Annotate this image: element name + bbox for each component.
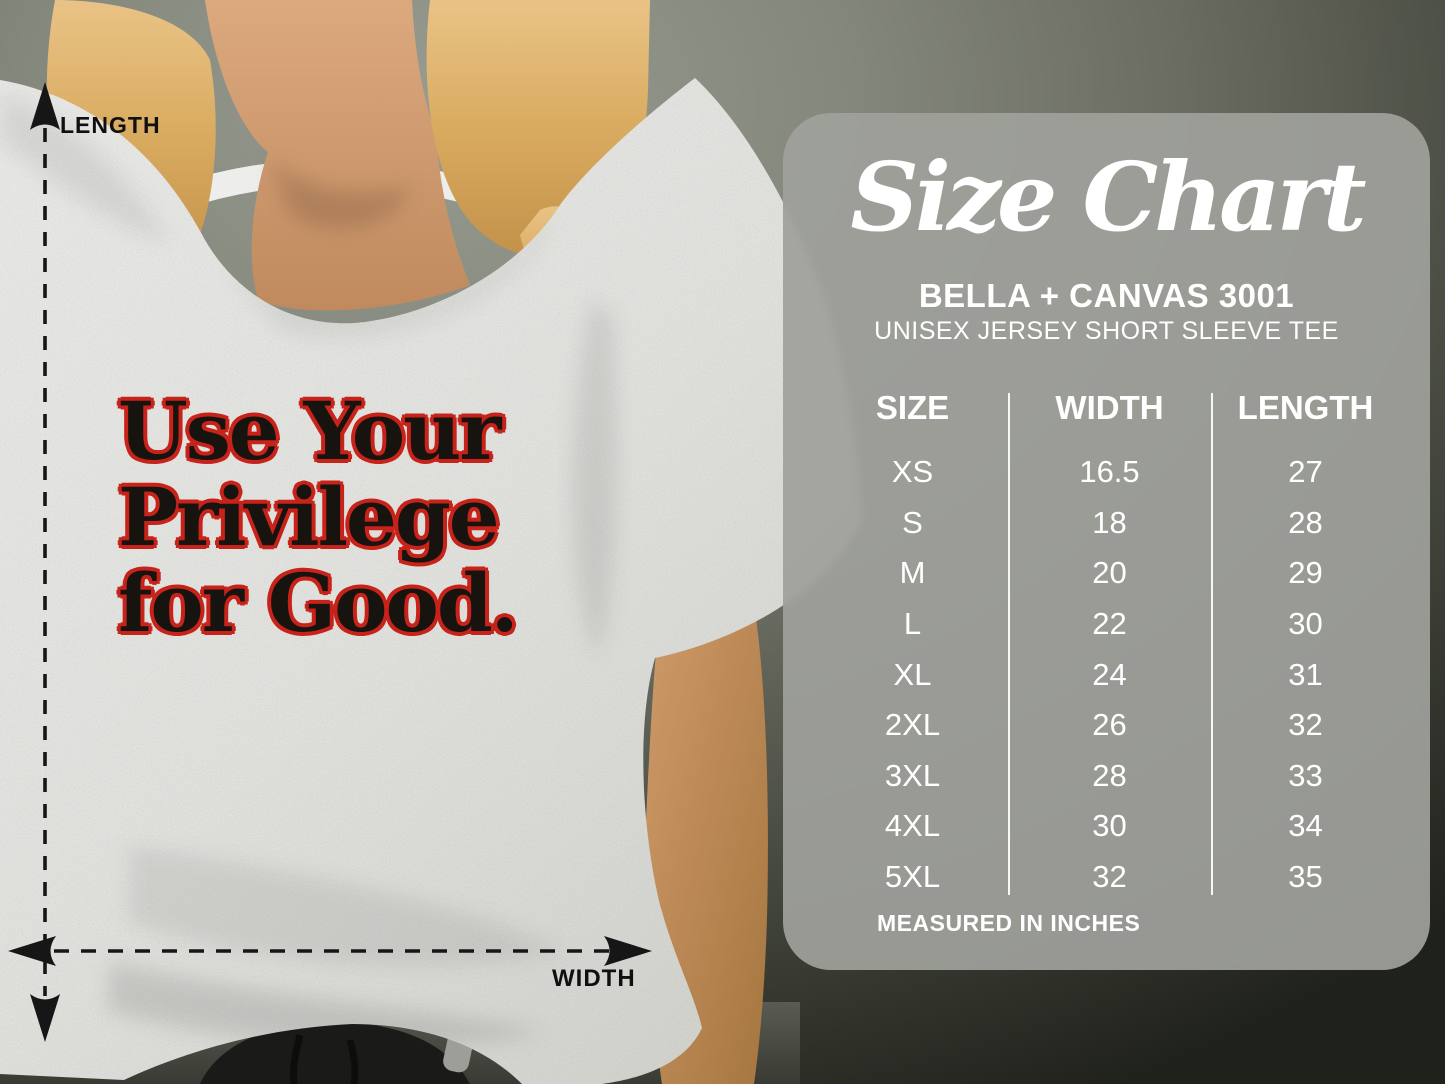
shirt-graphic: Use Your Privilege for Good. [118, 388, 598, 646]
cell-width: 26 [1092, 707, 1127, 743]
table-row: 4XL 30 34 [783, 801, 1430, 852]
cell-size: 5XL [884, 859, 941, 895]
column-divider [1211, 393, 1213, 895]
shirt-graphic-line: Privilege [118, 470, 500, 564]
cell-size: XL [893, 656, 932, 692]
panel-product: UNISEX JERSEY SHORT SLEEVE TEE [874, 317, 1339, 345]
table-row: XS 16.5 27 [783, 447, 1430, 498]
cell-size: M [899, 555, 926, 591]
cell-length: 32 [1288, 707, 1323, 743]
col-header-width: WIDTH [1055, 389, 1164, 426]
cell-length: 29 [1288, 555, 1323, 591]
size-table: SIZE WIDTH LENGTH XS 16.5 27 S 18 28 M 20 29 L 22 3… [783, 385, 1430, 902]
arrow-right-icon [604, 936, 652, 966]
panel-footnote: MEASURED IN INCHES [877, 910, 1141, 936]
size-chart-panel: Size Chart BELLA + CANVAS 3001 UNISEX JE… [783, 113, 1430, 970]
cell-size: S [902, 504, 923, 540]
cell-length: 27 [1288, 454, 1323, 490]
cell-length: 30 [1288, 606, 1323, 642]
column-divider [1008, 393, 1010, 895]
width-label: WIDTH [552, 965, 636, 992]
arrow-left-icon [8, 936, 56, 966]
cell-size: 3XL [884, 757, 941, 793]
cell-length: 31 [1288, 656, 1323, 692]
table-row: 2XL 26 32 [783, 700, 1430, 751]
table-row: XL 24 31 [783, 649, 1430, 700]
cell-size: L [903, 606, 922, 642]
model-neck [205, 0, 470, 311]
cell-width: 22 [1092, 606, 1127, 642]
cell-length: 28 [1288, 504, 1323, 540]
table-row: 5XL 32 35 [783, 852, 1430, 903]
arrow-up-icon [30, 82, 60, 130]
cell-size: XS [891, 454, 934, 490]
shirt-graphic-line: for Good. [118, 556, 519, 650]
table-row: M 20 29 [783, 548, 1430, 599]
cell-width: 16.5 [1079, 454, 1140, 490]
cell-width: 28 [1092, 757, 1127, 793]
size-table-header: SIZE WIDTH LENGTH [783, 385, 1430, 431]
cell-width: 24 [1092, 656, 1127, 692]
table-row: L 22 30 [783, 599, 1430, 650]
table-row: 3XL 28 33 [783, 751, 1430, 802]
length-label: LENGTH [60, 112, 161, 138]
col-header-length: LENGTH [1237, 389, 1374, 426]
cell-width: 32 [1092, 859, 1127, 895]
cell-width: 18 [1092, 504, 1127, 540]
table-row: S 18 28 [783, 498, 1430, 549]
col-header-size: SIZE [875, 389, 950, 426]
cell-size: 4XL [884, 808, 941, 844]
cell-length: 35 [1288, 859, 1323, 895]
panel-brand: BELLA + CANVAS 3001 [918, 277, 1295, 314]
shirt-graphic-line: Use Your [118, 384, 501, 478]
cell-width: 30 [1092, 808, 1127, 844]
panel-title: Size Chart [850, 142, 1366, 253]
measurement-arrows [8, 82, 652, 1042]
arrow-down-icon [30, 994, 60, 1042]
cell-length: 34 [1288, 808, 1323, 844]
cell-length: 33 [1288, 757, 1323, 793]
cell-width: 20 [1092, 555, 1127, 591]
cell-size: 2XL [884, 707, 941, 743]
size-table-body: XS 16.5 27 S 18 28 M 20 29 L 22 30 XL 24 31 2XL 26 32 3XL 2… [783, 447, 1430, 902]
